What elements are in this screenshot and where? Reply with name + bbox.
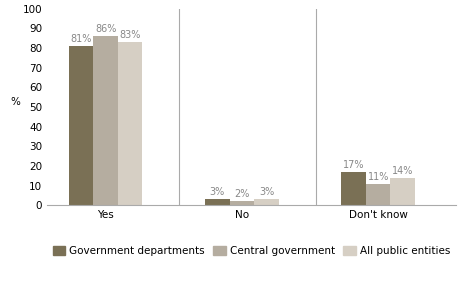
Bar: [205, 199, 230, 205]
Text: 3%: 3%: [259, 187, 274, 197]
Text: 2%: 2%: [234, 189, 250, 199]
Legend: Government departments, Central government, All public entities: Government departments, Central governme…: [48, 242, 454, 260]
Bar: [254, 199, 279, 205]
Text: 81%: 81%: [70, 34, 92, 44]
Text: 14%: 14%: [392, 166, 414, 176]
Bar: [69, 46, 94, 205]
Text: 83%: 83%: [119, 30, 141, 40]
Bar: [391, 178, 415, 205]
Bar: [230, 201, 254, 205]
Bar: [94, 36, 118, 205]
Bar: [341, 172, 366, 205]
Text: 17%: 17%: [343, 160, 364, 170]
Text: 3%: 3%: [210, 187, 225, 197]
Text: 86%: 86%: [95, 24, 116, 34]
Bar: [118, 42, 142, 205]
Y-axis label: %: %: [11, 97, 21, 107]
Bar: [366, 184, 391, 205]
Text: 11%: 11%: [368, 172, 389, 182]
